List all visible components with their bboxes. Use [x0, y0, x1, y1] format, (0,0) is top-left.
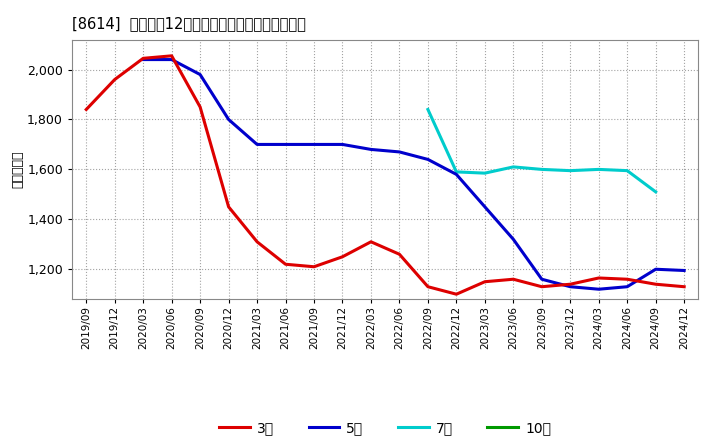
3年 [366, 239, 375, 245]
3年 [652, 282, 660, 287]
5年 [595, 286, 603, 292]
3年 [225, 204, 233, 209]
3年 [167, 53, 176, 59]
3年 [509, 277, 518, 282]
3年 [623, 277, 631, 282]
7年 [423, 107, 432, 112]
3年 [566, 282, 575, 287]
7年 [595, 167, 603, 172]
3年 [595, 275, 603, 281]
5年 [139, 57, 148, 62]
7年 [652, 189, 660, 194]
5年 [395, 149, 404, 154]
Y-axis label: （百万円）: （百万円） [12, 150, 24, 188]
3年 [452, 292, 461, 297]
3年 [537, 284, 546, 290]
Text: [8614]  経常利益12か月移動合計の標準偏差の推移: [8614] 経常利益12か月移動合計の標準偏差の推移 [72, 16, 306, 32]
5年 [652, 267, 660, 272]
7年 [509, 164, 518, 169]
5年 [196, 72, 204, 77]
5年 [452, 172, 461, 177]
5年 [366, 147, 375, 152]
3年 [110, 77, 119, 82]
5年 [338, 142, 347, 147]
3年 [680, 284, 688, 290]
5年 [423, 157, 432, 162]
7年 [537, 167, 546, 172]
3年 [139, 56, 148, 61]
5年 [566, 284, 575, 290]
3年 [480, 279, 489, 284]
7年 [452, 169, 461, 175]
3年 [253, 239, 261, 245]
5年 [623, 284, 631, 290]
7年 [480, 171, 489, 176]
3年 [310, 264, 318, 269]
Line: 7年: 7年 [428, 110, 656, 192]
5年 [509, 237, 518, 242]
3年 [82, 107, 91, 112]
7年 [566, 168, 575, 173]
7年 [623, 168, 631, 173]
3年 [282, 262, 290, 267]
5年 [253, 142, 261, 147]
3年 [196, 104, 204, 110]
5年 [480, 204, 489, 209]
3年 [423, 284, 432, 290]
Line: 3年: 3年 [86, 56, 684, 294]
Legend: 3年, 5年, 7年, 10年: 3年, 5年, 7年, 10年 [214, 415, 557, 440]
5年 [680, 268, 688, 273]
3年 [395, 252, 404, 257]
5年 [225, 117, 233, 122]
3年 [338, 254, 347, 260]
5年 [282, 142, 290, 147]
5年 [310, 142, 318, 147]
Line: 5年: 5年 [143, 59, 684, 289]
5年 [167, 57, 176, 62]
5年 [537, 277, 546, 282]
